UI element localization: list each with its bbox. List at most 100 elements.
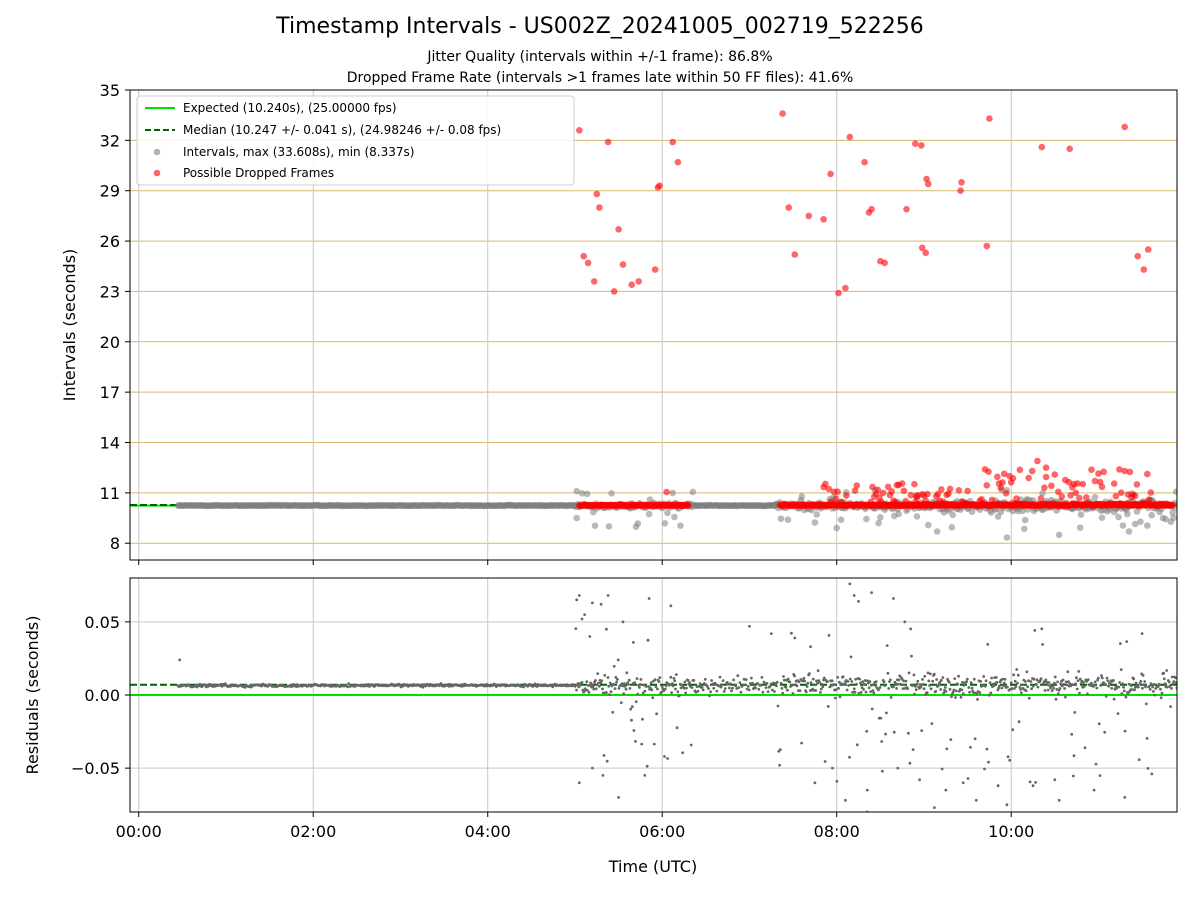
- dropped-frame-point: [983, 242, 991, 250]
- residual-point: [768, 684, 772, 688]
- residual-point: [702, 682, 706, 685]
- residual-point: [1152, 683, 1156, 686]
- residual-point: [894, 682, 898, 686]
- residual-point: [1095, 686, 1099, 690]
- residual-point: [1009, 681, 1013, 685]
- residual-point: [857, 600, 860, 603]
- residual-point: [1064, 680, 1068, 684]
- residual-point: [651, 696, 655, 700]
- dropped-frame-point: [924, 490, 931, 498]
- interval-point: [863, 515, 870, 523]
- residual-point: [909, 627, 913, 631]
- residual-point: [588, 683, 592, 687]
- residual-point: [1168, 685, 1172, 688]
- residual-point: [797, 680, 801, 684]
- residual-point: [782, 678, 786, 682]
- residual-point: [601, 774, 605, 777]
- residual-point: [816, 669, 820, 672]
- residual-point: [769, 682, 773, 686]
- residual-point: [1062, 682, 1066, 686]
- residual-point: [633, 681, 637, 685]
- residual-point: [594, 679, 597, 682]
- residual-point: [1044, 678, 1048, 682]
- residual-point: [849, 655, 853, 659]
- residual-point: [1054, 697, 1058, 701]
- residual-point: [966, 777, 970, 780]
- residual-point: [961, 692, 965, 696]
- residual-point: [985, 747, 989, 751]
- residual-point: [907, 731, 910, 735]
- residual-point: [683, 680, 687, 684]
- interval-point: [671, 513, 678, 521]
- dropped-frame-point: [898, 480, 906, 487]
- residual-point: [887, 687, 891, 690]
- residual-point: [1002, 681, 1006, 685]
- residual-point: [624, 687, 628, 691]
- dropped-frame-point: [877, 498, 885, 506]
- residual-point: [852, 687, 856, 691]
- residual-point: [623, 685, 627, 688]
- x-tick-label: 06:00: [639, 822, 685, 841]
- legend: Expected (10.240s), (25.00000 fps) Media…: [136, 95, 575, 186]
- residual-point: [1093, 683, 1096, 687]
- residual-point: [1052, 687, 1055, 690]
- interval-point: [1115, 513, 1122, 521]
- residual-point: [1071, 774, 1075, 778]
- residual-point: [930, 722, 934, 725]
- residual-point: [632, 729, 636, 732]
- dropped-frame-point: [834, 488, 841, 496]
- residual-point: [990, 676, 993, 680]
- dropped-frame-point: [1028, 467, 1036, 475]
- residual-point: [941, 676, 945, 679]
- residual-point: [1119, 668, 1123, 671]
- residual-point: [859, 681, 862, 685]
- residual-point: [628, 687, 632, 690]
- residual-point: [1123, 796, 1127, 799]
- residual-point: [1056, 692, 1060, 696]
- residual-point: [841, 675, 845, 679]
- residual-point: [877, 688, 880, 692]
- residual-point: [1138, 682, 1142, 686]
- residual-point: [1016, 673, 1020, 677]
- residual-point: [766, 690, 770, 693]
- dropped-frame-point: [1058, 493, 1066, 500]
- residual-point: [848, 582, 852, 586]
- residual-point: [992, 684, 996, 688]
- dropped-frame-point: [922, 497, 929, 504]
- residual-point: [1063, 687, 1066, 690]
- residual-point: [892, 730, 896, 734]
- residual-point: [1041, 643, 1044, 646]
- residual-point: [1074, 682, 1077, 686]
- residual-point: [653, 678, 657, 682]
- residual-point: [860, 686, 864, 689]
- residual-point: [1064, 695, 1067, 699]
- residual-point: [735, 687, 739, 690]
- dropped-frame-point: [596, 204, 603, 211]
- residual-point: [589, 681, 593, 685]
- residual-point: [616, 658, 620, 662]
- residual-point: [597, 681, 600, 685]
- residual-point: [972, 691, 975, 695]
- residual-point: [928, 672, 932, 676]
- residual-point: [835, 779, 839, 783]
- residual-point: [681, 751, 684, 755]
- residual-point: [1137, 685, 1140, 689]
- residual-point: [617, 687, 621, 690]
- residual-point: [596, 672, 600, 675]
- residual-point: [1142, 683, 1146, 687]
- residual-point: [761, 690, 765, 694]
- residual-point: [953, 677, 957, 680]
- residual-point: [944, 788, 948, 792]
- residual-point: [906, 687, 909, 691]
- interval-point: [877, 514, 884, 521]
- residual-point: [1029, 680, 1033, 683]
- residual-point: [920, 729, 924, 732]
- residual-point: [1145, 737, 1149, 740]
- residual-point: [1097, 676, 1100, 680]
- residual-point: [947, 680, 951, 684]
- residual-point: [647, 597, 651, 600]
- dropped-frame-point: [835, 289, 842, 297]
- dropped-frame-point: [1110, 480, 1118, 487]
- residual-point: [921, 678, 924, 681]
